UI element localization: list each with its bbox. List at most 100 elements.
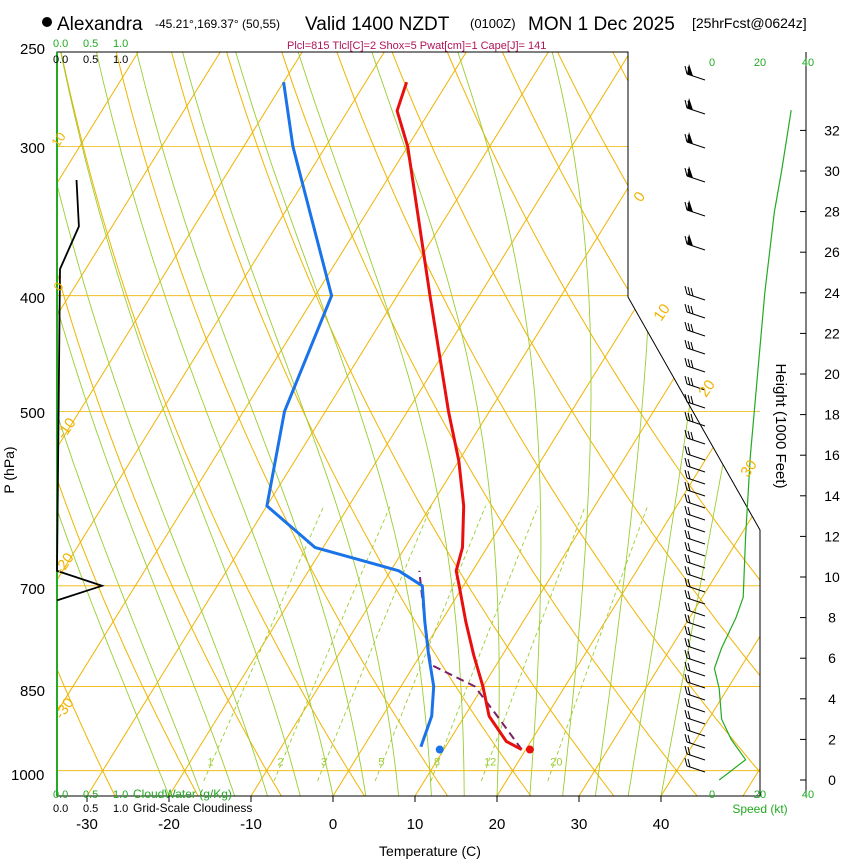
wind-barb [684, 481, 706, 497]
speed-tick-label: 0 [709, 57, 715, 69]
isotherm-label-small: 10 [48, 129, 69, 149]
mixing-ratio-20 [547, 505, 649, 782]
height-tick-label: 12 [824, 528, 840, 544]
moist-adiabat-20 [371, 52, 500, 796]
height-tick-label: 6 [828, 650, 836, 666]
wind-barb [684, 517, 706, 533]
height-tick-label: 16 [824, 447, 840, 463]
isotherm-label: 30 [737, 457, 760, 480]
mixing-ratio-label-1: 1 [207, 756, 213, 768]
height-tick-label: 4 [828, 691, 836, 707]
wind-barb [684, 613, 706, 629]
height-tick-label: 32 [824, 122, 840, 138]
wind-barb [684, 601, 706, 617]
mixing-ratio-label-12: 12 [484, 756, 496, 768]
wind-barb [684, 457, 706, 473]
y-axis-label: P (hPa) [1, 446, 17, 493]
surface-temp-point [525, 745, 534, 754]
cloud-tick: 1.0 [113, 789, 128, 801]
moist-adiabat--16 [57, 52, 203, 796]
wind-barb [684, 745, 706, 761]
speed-tick-label: 40 [802, 789, 814, 801]
cloud-tick: 1.0 [113, 54, 128, 66]
height-tick-label: 28 [824, 204, 840, 220]
cloud-tick: 0.0 [53, 54, 68, 66]
mixing-ratio-label-5: 5 [378, 756, 384, 768]
wind-barb [684, 321, 706, 337]
wind-barb [684, 132, 706, 149]
wind-barb [684, 339, 706, 355]
wind-barb [684, 357, 706, 373]
moist-adiabat-0 [96, 52, 334, 796]
wind-barb [684, 529, 706, 545]
text-layer: Alexandra -45.21°,169.37° (50,55) Valid … [1, 14, 850, 859]
wind-barb [684, 709, 706, 725]
temperature-trace [395, 81, 523, 751]
isotherm--30 [86, 52, 549, 796]
wind-barb [684, 445, 706, 461]
height-tick-label: 2 [828, 731, 836, 747]
valid-time: Valid 1400 NZDT [305, 14, 450, 35]
moist-adiabat--20 [57, 52, 170, 796]
wind-barb [684, 429, 706, 445]
isotherm-label: 0 [630, 189, 649, 206]
speed-tick-label: 20 [754, 789, 766, 801]
utc-time: (0100Z) [470, 16, 516, 31]
wind-barb [684, 733, 706, 749]
isotherm-label: -20 [51, 550, 77, 578]
wind-barb [684, 673, 706, 689]
wind-barb [684, 685, 706, 701]
cloud-tick: 0.5 [83, 54, 98, 66]
location-coords: -45.21°,169.37° (50,55) [155, 17, 280, 31]
moist-adiabat-24 [457, 52, 542, 796]
moist-adiabat-8 [182, 52, 400, 796]
p-tick-300: 300 [20, 140, 45, 157]
speed-tick-label: 20 [754, 57, 766, 69]
cloud-tick: 1.0 [113, 803, 128, 815]
x-axis-label: Temperature (C) [379, 843, 481, 859]
mixing-ratio-label-3: 3 [321, 756, 327, 768]
mixing-ratio-label-2: 2 [277, 756, 283, 768]
x-tick-label: 40 [653, 816, 670, 833]
wind-barb [684, 200, 706, 217]
data-layer [56, 64, 792, 781]
mixing-ratio-label-20: 20 [550, 756, 562, 768]
isotherm--80 [57, 52, 139, 796]
moist-adiabat-36 [627, 52, 726, 796]
p-tick-700: 700 [20, 581, 45, 598]
wind-barb [684, 553, 706, 569]
wind-barb [684, 493, 706, 509]
wind-barb [684, 589, 706, 605]
dry-adiabat-40 [281, 52, 698, 796]
height-tick-label: 14 [824, 488, 840, 504]
wind-barb [684, 64, 706, 81]
x-tick-label: 20 [489, 816, 506, 833]
height-tick-label: 26 [824, 244, 840, 260]
height-tick-label: 18 [824, 407, 840, 423]
p-tick-1000: 1000 [11, 767, 44, 784]
speed-axis-label: Speed (kt) [732, 802, 787, 816]
dry-adiabat-80 [501, 52, 760, 796]
moist-adiabat-4 [136, 52, 367, 796]
wind-barb [684, 98, 706, 115]
cloudwater-label: CloudWater (g/Kg) [133, 787, 232, 801]
p-tick-850: 850 [20, 683, 45, 700]
dry-adiabat-20 [171, 52, 532, 796]
wind-barb [684, 637, 706, 653]
plot-area [57, 52, 760, 796]
moist-adiabat--8 [57, 52, 268, 796]
speed-tick-label: 0 [709, 789, 715, 801]
isotherm-10 [414, 52, 760, 796]
dry-adiabat--20 [57, 52, 199, 796]
isotherm-label: -30 [51, 695, 77, 723]
wind-barb [684, 411, 706, 427]
grid-layer [56, 51, 807, 802]
height-tick-label: 20 [824, 366, 840, 382]
x-tick-label: 30 [571, 816, 588, 833]
forecast-info: [25hrFcst@0624z] [692, 15, 807, 31]
wind-barb [684, 505, 706, 521]
isotherm-label: 20 [695, 377, 718, 400]
sounding-params: Plcl=815 Tlcl[C]=2 Shox=5 Pwat[cm]=1 Cap… [287, 40, 546, 52]
p-tick-250: 250 [20, 41, 45, 58]
wind-barb [684, 721, 706, 737]
